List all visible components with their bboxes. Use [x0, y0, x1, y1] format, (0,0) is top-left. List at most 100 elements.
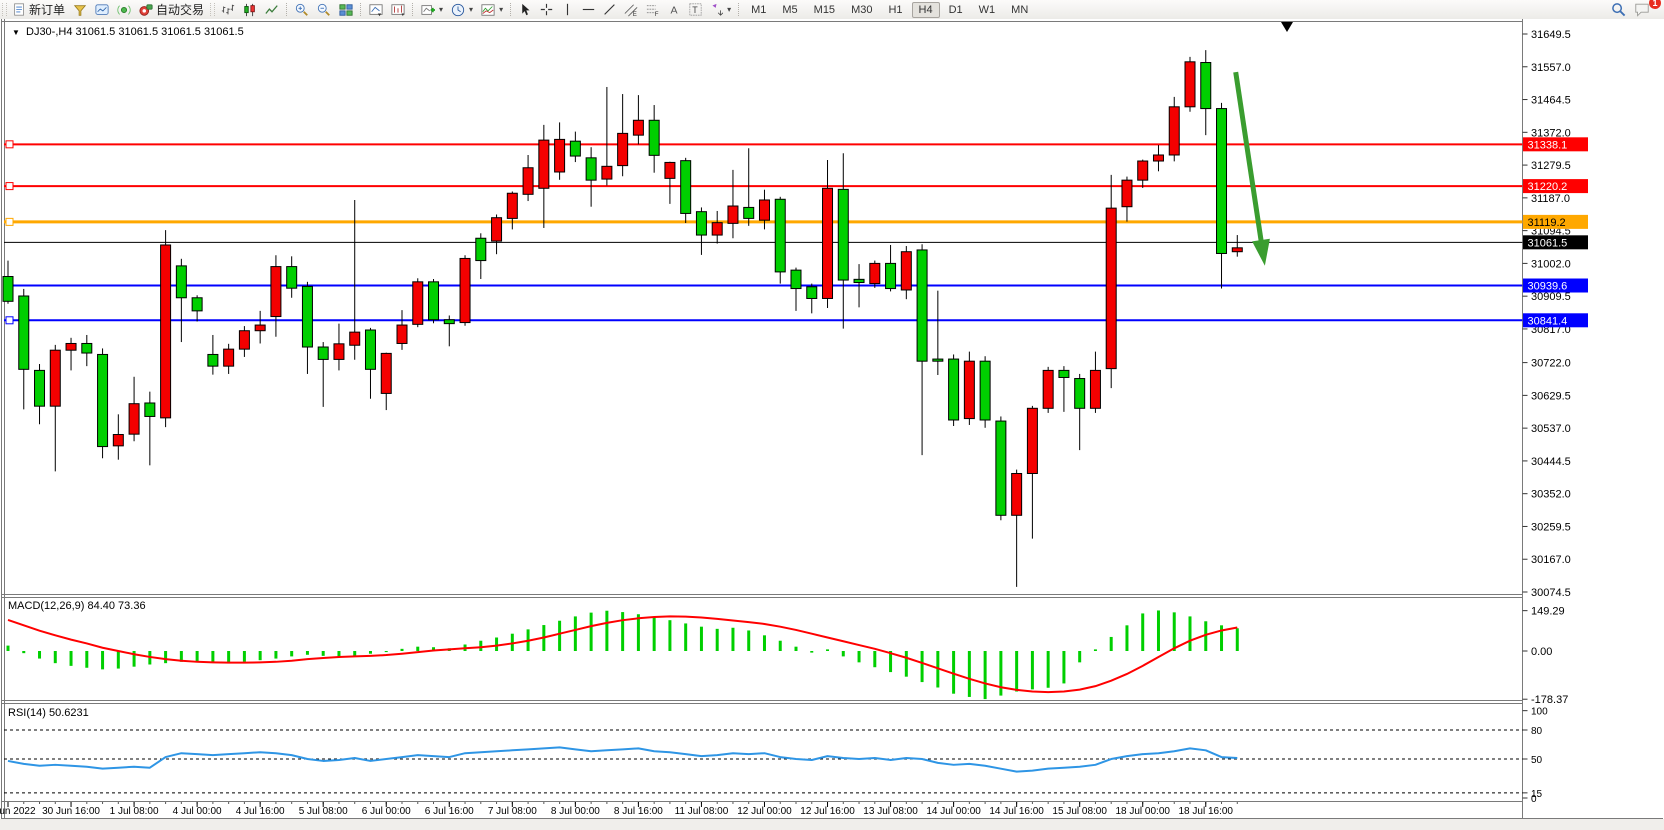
line-chart-mode-button[interactable]: [261, 1, 283, 18]
svg-text:T: T: [692, 5, 698, 15]
new-order-icon: [13, 3, 26, 16]
time-axis[interactable]: 30 Jun 2022 30 Jun 16:00 1 Jul 08:00 4 Jul …: [0, 802, 1238, 817]
time-tick-label: 11 Jul 08:00: [675, 806, 729, 817]
tile-windows-button[interactable]: [335, 1, 357, 18]
text-tool-button[interactable]: A: [664, 1, 685, 18]
fibonacci-tool-button[interactable]: F: [642, 1, 664, 18]
candle-body: [885, 262, 897, 290]
signals-button[interactable]: [113, 1, 135, 18]
candle-body: [459, 257, 471, 324]
candle-body: [1200, 62, 1212, 110]
toolbar-drag-handle: [2, 3, 7, 16]
timeframe-button-h4[interactable]: H4: [911, 1, 940, 18]
candle-body: [869, 262, 881, 285]
notifications-button[interactable]: 1: [1630, 0, 1661, 18]
vertical-line-icon: [561, 3, 574, 16]
macd-axis-label: 0.00: [1531, 646, 1552, 658]
add-indicator-button[interactable]: ▾: [417, 1, 447, 18]
search-button[interactable]: [1607, 1, 1630, 18]
channel-tool-button[interactable]: E: [620, 1, 642, 18]
candle-body: [790, 269, 802, 290]
candle-body: [916, 249, 928, 362]
candle-body: [144, 402, 156, 417]
rsi-axis-label: 15: [1531, 789, 1543, 800]
new-order-button[interactable]: 新订单: [9, 1, 69, 18]
macd-label: MACD(12,26,9) 84.40 73.36: [8, 600, 146, 612]
macd-axis-label: 149.29: [1531, 606, 1565, 618]
price-tick-label: 30909.5: [1531, 291, 1571, 303]
candlestick-mode-button[interactable]: [239, 1, 261, 18]
timeframe-button-w1[interactable]: W1: [978, 3, 996, 16]
time-tick-label: 8 Jul 16:00: [614, 806, 663, 817]
time-tick-label: 30 Jun 16:00: [42, 806, 100, 817]
market-watch-button[interactable]: [69, 1, 91, 18]
timeframe-button-m1[interactable]: M1: [751, 3, 767, 16]
chat-bubble-icon: [1634, 2, 1650, 17]
price-tag-label: 30939.6: [1528, 281, 1568, 293]
period-button[interactable]: ▾: [447, 1, 477, 18]
text-icon: A: [668, 3, 681, 16]
time-tick-label: 1 Jul 08:00: [110, 806, 159, 817]
panel-frame: [1, 19, 1663, 819]
collapse-icon[interactable]: ▼: [12, 28, 20, 37]
search-icon: [1611, 2, 1626, 17]
bar-chart-mode-button[interactable]: [217, 1, 239, 18]
candle-body: [979, 360, 991, 421]
price-tag: [1523, 179, 1588, 194]
vertical-line-tool-button[interactable]: [557, 1, 578, 18]
candle-body: [711, 222, 723, 236]
chart-shift-button[interactable]: [387, 1, 409, 18]
candle-body: [1058, 369, 1070, 378]
candle-body: [948, 358, 960, 421]
timeframe-button-h1[interactable]: H1: [888, 3, 903, 16]
candle-body: [822, 187, 834, 299]
label-tool-button[interactable]: T: [685, 1, 706, 18]
time-tick-label: 6 Jul 16:00: [425, 806, 474, 817]
timeframe-button-m30[interactable]: M30: [851, 3, 873, 16]
candle-body: [774, 198, 786, 273]
zoom-in-icon: [295, 3, 309, 17]
hlines-layer: 31338.1 31220.2 31119.2 31061.5 30939.6 30841…: [4, 137, 1588, 328]
candle-body: [286, 266, 298, 289]
horizontal-line-tool-button[interactable]: [578, 1, 599, 18]
trend-arrow-annotation[interactable]: [1233, 71, 1270, 266]
arrows-tool-button[interactable]: ▾: [706, 1, 735, 18]
price-tag-label: 31338.1: [1528, 139, 1568, 151]
separator: [412, 3, 414, 16]
candle-body: [112, 434, 124, 447]
time-tick-label: 6 Jul 00:00: [362, 806, 411, 817]
timeframe-button-m5[interactable]: M5: [782, 3, 798, 16]
data-window-button[interactable]: [91, 1, 113, 18]
time-tick-label: 12 Jul 16:00: [800, 806, 855, 817]
candle-body: [18, 295, 30, 370]
price-tick-label: 31557.0: [1531, 62, 1571, 74]
candle-body: [254, 324, 266, 332]
auto-trading-button[interactable]: 自动交易: [135, 1, 208, 18]
timeframe-button-mn[interactable]: MN: [1011, 3, 1029, 16]
new-chart-layout-button[interactable]: [365, 1, 387, 18]
timeframe-button-d1[interactable]: D1: [948, 3, 963, 16]
price-tick-label: 31187.0: [1531, 193, 1570, 205]
funnel-icon: [73, 3, 87, 17]
zoom-out-icon: [317, 3, 331, 17]
zoom-out-button[interactable]: [313, 1, 335, 18]
cursor-tool-button[interactable]: [515, 1, 536, 18]
candle-body: [475, 237, 487, 262]
chart-canvas[interactable]: 31649.5 31557.0 31464.5 31372.0 31279.5 31187…: [0, 19, 1664, 830]
svg-text:E: E: [633, 11, 637, 17]
price-tick-label: 31372.0: [1531, 127, 1571, 139]
timeframe-group: M1 M5 M15 M30 H1 H4 D1 W1 MN: [743, 1, 1036, 18]
candle-body: [1184, 61, 1196, 108]
candle-body: [1074, 378, 1086, 409]
candle-body: [49, 349, 61, 407]
timeframe-button-m15[interactable]: M15: [813, 3, 836, 16]
crosshair-tool-button[interactable]: [536, 1, 557, 18]
candle-body: [601, 165, 613, 180]
trendline-tool-button[interactable]: [599, 1, 620, 18]
price-tag: [1523, 137, 1588, 152]
candle-body: [317, 346, 329, 360]
candle-body: [506, 192, 518, 219]
chevron-down-icon: ▾: [727, 5, 732, 14]
template-button[interactable]: ▾: [477, 1, 507, 18]
zoom-in-button[interactable]: [291, 1, 313, 18]
